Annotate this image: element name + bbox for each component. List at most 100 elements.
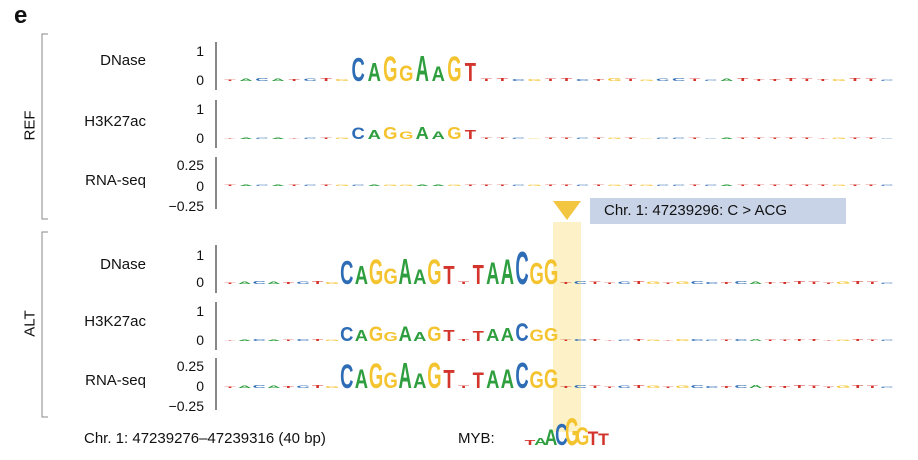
logo-letter: C	[253, 339, 267, 342]
logo-letter: C	[296, 280, 310, 284]
logo-letter: A	[720, 137, 734, 139]
tick-ref-rnaseq-m025: −0.25	[168, 198, 204, 214]
tick-alt-h3k27ac-1: 1	[196, 303, 204, 319]
logo-letter: T	[765, 282, 776, 285]
logo-letter: C	[705, 281, 719, 284]
logo-letter: T	[312, 339, 323, 342]
logo-letter: C	[880, 184, 894, 186]
logo-letter: G	[529, 257, 543, 291]
logo-letter: A	[501, 363, 515, 393]
logo-letter: T	[865, 78, 876, 82]
logo-letter: G	[639, 184, 653, 186]
tick-ref-dnase-1: 1	[196, 43, 204, 59]
logo-letter: A	[271, 78, 285, 82]
logo-letter: T	[817, 138, 828, 139]
logo-letter: C	[656, 78, 670, 82]
logo-letter: A	[271, 184, 285, 186]
logo-letter: T	[465, 184, 476, 186]
logo-letter: T	[288, 138, 299, 139]
logo-letter: T	[561, 77, 572, 82]
logo-letter: T	[321, 77, 332, 82]
logo-letter: C	[296, 384, 310, 389]
logo-letter: C	[255, 137, 269, 139]
logo-letter: T	[865, 184, 876, 186]
logo-letter: T	[497, 184, 508, 186]
logo-letter: C	[672, 184, 686, 186]
logo-letter: G	[836, 385, 850, 389]
logo-letter: C	[512, 138, 526, 140]
motif-letter: T	[598, 430, 609, 448]
logo-letter: G	[607, 137, 621, 139]
logo-letter: T	[224, 184, 235, 186]
logo-letter: A	[355, 364, 368, 394]
logo-letter: G	[544, 324, 558, 345]
logo-letter: T	[823, 386, 834, 388]
logo-letter: T	[604, 386, 615, 388]
logo-letter: T	[321, 184, 332, 186]
logo-letter: T	[852, 339, 863, 342]
logo-letter: T	[560, 385, 571, 388]
track-label-alt-h3k27ac: H3K27ac	[84, 313, 146, 330]
logo-letter: C	[704, 184, 718, 186]
logo-letter: G	[399, 184, 413, 186]
logo-letter: T	[224, 79, 235, 81]
logo-letter: C	[704, 79, 718, 81]
logo-letter: T	[545, 184, 556, 186]
logo-letter: G	[369, 323, 383, 346]
logo-letter: G	[836, 281, 850, 285]
logo-letter: T	[737, 137, 748, 139]
logo-letter: T	[823, 340, 834, 341]
logo-letter: G	[646, 385, 660, 389]
bracket-ref	[41, 33, 48, 220]
logo-letter: T	[662, 340, 673, 341]
logo-letter: T	[689, 184, 700, 186]
logo-letter: T	[633, 280, 645, 285]
logo-letter: A	[486, 255, 499, 292]
logo-letter: A	[749, 280, 763, 285]
logo-letter: G	[527, 79, 541, 82]
logo-letter: C	[734, 339, 748, 342]
logo-letter: T	[589, 339, 600, 342]
logo-letter: T	[765, 386, 776, 389]
logo-letter: A	[239, 78, 253, 82]
logo-letter: T	[801, 137, 812, 139]
logo-letter: G	[383, 123, 397, 143]
logo-letter: C	[303, 137, 317, 139]
logo-letter: A	[432, 130, 445, 142]
logo-letter: C	[515, 318, 528, 347]
motif-letter: C	[555, 419, 568, 452]
logo-letter: T	[779, 281, 790, 285]
logo-letter: T	[852, 280, 864, 285]
logo-letter: G	[607, 77, 621, 82]
logo-letter: G	[832, 78, 846, 82]
track-label-ref-h3k27ac: H3K27ac	[84, 113, 146, 130]
logo-letter: A	[355, 327, 368, 344]
tick-ref-rnaseq-025: 0.25	[176, 157, 204, 173]
logo-letter: T	[867, 281, 878, 285]
logo-letter: A	[368, 58, 381, 87]
logo-letter: A	[355, 261, 368, 290]
logo-letter: T	[481, 137, 492, 139]
track-label-ref-dnase: DNase	[100, 52, 146, 69]
logo-letter: T	[867, 339, 878, 341]
logo-letter: T	[633, 384, 645, 389]
logo-letter: C	[618, 281, 632, 285]
logo-letter: T	[769, 184, 780, 186]
logo-letter: T	[481, 78, 492, 82]
logo-letter: A	[238, 281, 252, 285]
tick-alt-rnaseq-025: 0.25	[176, 358, 204, 374]
logo-letter: A	[501, 324, 514, 345]
logo-letter: T	[312, 384, 323, 389]
motif-letter: G	[565, 412, 579, 454]
logo-letter: T	[785, 77, 796, 82]
logo-letter: C	[515, 356, 528, 396]
logo-letter: C	[576, 138, 590, 139]
logo-letter: C	[880, 340, 894, 341]
track-label-alt-dnase: DNase	[100, 256, 146, 273]
logo-letter: A	[239, 137, 253, 139]
logo-letter: A	[368, 128, 382, 142]
logo-letter: T	[808, 339, 819, 342]
logo-letter: G	[639, 138, 653, 139]
logo-letter: A	[720, 78, 734, 82]
logo-letter: G	[544, 253, 558, 292]
